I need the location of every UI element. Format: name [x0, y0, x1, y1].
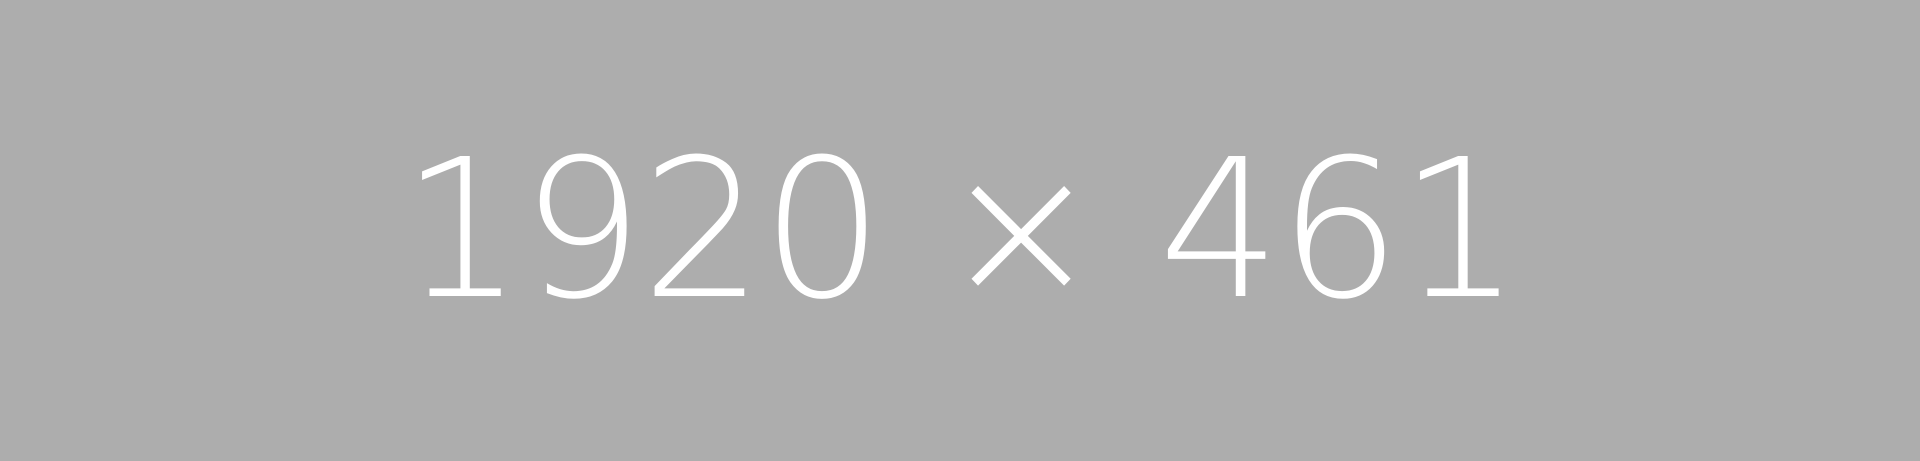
placeholder-canvas: 1920 × 461: [400, 118, 1522, 342]
dimension-label: 1920 × 461: [400, 118, 1521, 342]
